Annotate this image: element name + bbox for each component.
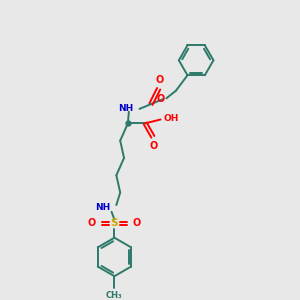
Text: CH₃: CH₃: [106, 291, 123, 300]
Text: O: O: [155, 75, 164, 85]
Text: O: O: [156, 94, 164, 104]
Text: S: S: [111, 218, 118, 228]
Text: O: O: [133, 218, 141, 228]
Text: OH: OH: [164, 114, 179, 123]
Text: NH: NH: [118, 104, 134, 113]
Text: O: O: [150, 141, 158, 151]
Text: O: O: [88, 218, 96, 228]
Text: NH: NH: [95, 203, 111, 212]
